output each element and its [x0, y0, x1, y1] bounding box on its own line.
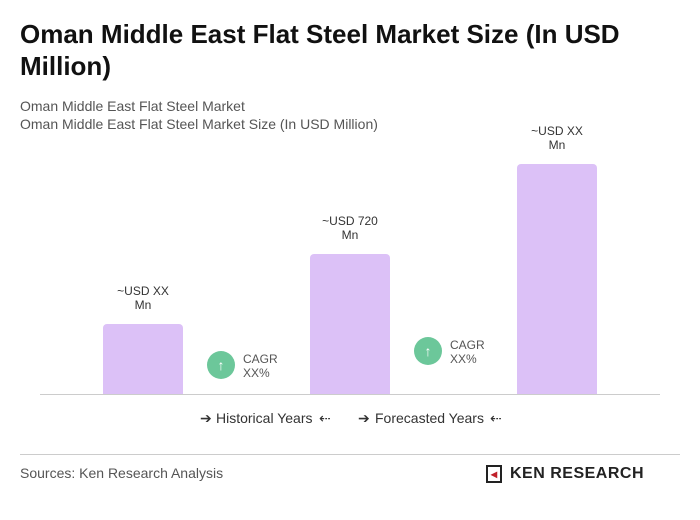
logo-icon: ◂	[486, 465, 502, 483]
subtitle: Oman Middle East Flat Steel Market	[20, 98, 245, 114]
divider	[20, 454, 680, 455]
bar	[517, 164, 597, 394]
legend-arrow: ➔	[358, 410, 370, 426]
logo: KEN RESEARCH	[510, 465, 645, 482]
baseline	[40, 394, 660, 395]
legend-arrow: ⇠	[490, 410, 502, 426]
legend-arrow: ➔	[200, 410, 212, 426]
legend-arrow: ⇠	[319, 410, 331, 426]
subtitle: Oman Middle East Flat Steel Market Size …	[20, 116, 378, 132]
data-label: ~USD 720 Mn	[322, 214, 378, 243]
bar	[310, 254, 390, 394]
cagr-icon: ↑	[207, 351, 235, 379]
bar	[103, 324, 183, 394]
cagr-label: CAGR XX%	[450, 338, 485, 366]
source: Sources: Ken Research Analysis	[20, 465, 224, 481]
legend-item: Forecasted Years	[375, 410, 484, 426]
cagr-label: CAGR XX%	[243, 352, 278, 380]
data-label: ~USD XX Mn	[117, 284, 169, 312]
chart-title: Oman Middle East Flat Steel Market Size …	[20, 19, 620, 81]
legend-item: Historical Years	[216, 410, 313, 426]
data-label: ~USD XX Mn	[531, 124, 583, 152]
cagr-icon: ↑	[414, 337, 442, 365]
